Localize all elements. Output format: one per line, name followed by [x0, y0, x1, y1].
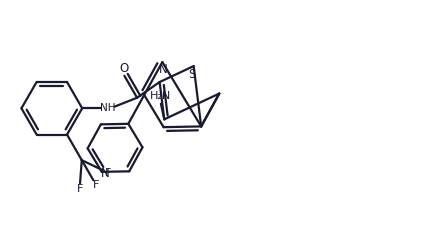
- Text: H₂N: H₂N: [150, 91, 172, 101]
- Text: N: N: [159, 63, 167, 76]
- Text: F: F: [93, 180, 100, 190]
- Text: F: F: [76, 184, 83, 194]
- Text: S: S: [188, 68, 195, 81]
- Text: F: F: [105, 168, 111, 178]
- Text: O: O: [120, 62, 129, 75]
- Text: N: N: [101, 167, 109, 180]
- Text: NH: NH: [100, 103, 115, 113]
